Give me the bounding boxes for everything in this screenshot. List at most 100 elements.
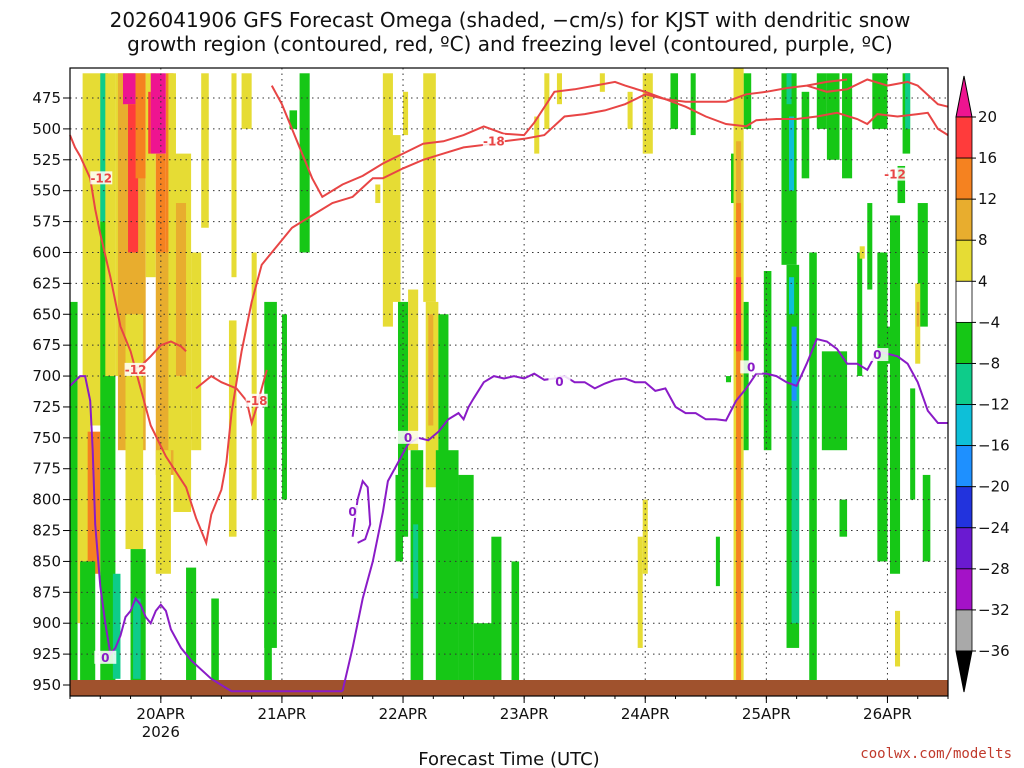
- colorbar-bin-4: [955, 239, 973, 282]
- y-tick-label-575: 575: [32, 213, 61, 231]
- omega-cell-41: [281, 314, 287, 500]
- omega-cell-8: [107, 376, 116, 696]
- y-tick-label-900: 900: [32, 614, 61, 632]
- omega-cell-85: [789, 116, 795, 191]
- omega-cell-103: [905, 73, 911, 129]
- omega-cell-2: [82, 73, 103, 426]
- omega-cell-30: [201, 73, 209, 228]
- omega-cell-98: [877, 252, 888, 562]
- freezing-contour-line-5: [351, 478, 372, 544]
- y-axis: 475 500 525 550 575 600 625 650 675 700 725 750 775 8…: [32, 89, 70, 694]
- dgz-contour-label-bg-4: [884, 167, 907, 181]
- x-tick-sublabel-0: 2026: [142, 723, 180, 741]
- omega-cell-95: [857, 252, 863, 377]
- colorbar-label-10: −24: [978, 519, 1010, 537]
- y-tick-label-525: 525: [32, 151, 61, 169]
- colorbar-label-11: −28: [978, 560, 1010, 578]
- freezing-contour-label-bg-0: [94, 650, 117, 664]
- omega-cell-38: [264, 598, 272, 692]
- colorbar-bin-1: [955, 116, 973, 159]
- colorbar-label-9: −20: [978, 478, 1010, 496]
- colorbar-label-1: 16: [978, 149, 997, 167]
- omega-cell-59: [511, 561, 520, 696]
- omega-cell-94: [842, 73, 853, 179]
- colorbar-label-0: 20: [978, 108, 997, 126]
- omega-cell-86: [789, 277, 795, 315]
- omega-cell-69: [690, 73, 696, 136]
- omega-cell-24: [155, 450, 171, 574]
- dgz-contour-label-bg-1: [124, 362, 147, 376]
- colorbar-bin-9: [955, 445, 973, 488]
- omega-cell-96: [867, 203, 873, 290]
- omega-cell-77: [736, 277, 742, 352]
- freezing-contour-label-bg-1: [397, 430, 420, 444]
- omega-cell-42: [375, 184, 381, 204]
- omega-cell-76: [736, 203, 742, 685]
- omega-cell-61: [556, 73, 562, 105]
- y-tick-label-775: 775: [32, 460, 61, 478]
- omega-cell-110: [922, 474, 931, 562]
- omega-cell-21: [150, 73, 166, 154]
- x-tick-label-4: 24APR: [621, 705, 670, 723]
- omega-cell-99: [882, 326, 890, 364]
- freezing-contour-label-3: 0: [747, 360, 755, 374]
- omega-cell-55: [435, 450, 459, 696]
- omega-cell-47: [408, 289, 419, 451]
- colorbar-label-13: −36: [978, 642, 1010, 660]
- omega-cell-31: [186, 567, 197, 692]
- freezing-level-contours: 0 0 0 0 0 0: [69, 337, 948, 693]
- omega-cell-100: [889, 215, 901, 574]
- x-axis-label: Forecast Time (UTC): [418, 749, 599, 768]
- omega-cell-15: [135, 73, 146, 179]
- omega-cell-64: [627, 91, 633, 129]
- colorbar-label-6: −8: [978, 354, 1000, 372]
- omega-cell-89: [809, 252, 817, 696]
- y-tick-label-725: 725: [32, 398, 61, 416]
- omega-cell-54: [438, 314, 449, 463]
- omega-cell-7: [105, 73, 116, 377]
- chart-title-line2: growth region (contoured, red, ºC) and f…: [127, 32, 893, 56]
- omega-cell-75: [736, 141, 742, 204]
- freezing-contour-line-0: [69, 375, 343, 693]
- omega-cell-70: [715, 536, 720, 587]
- omega-shading: [70, 68, 931, 696]
- colorbar-bin-8: [955, 404, 973, 447]
- omega-cell-92: [826, 73, 840, 160]
- freezing-contour-line-1: [341, 337, 948, 692]
- x-tick-label-0: 20APR: [136, 705, 185, 723]
- terrain-strip: [70, 680, 948, 696]
- omega-cell-34: [231, 73, 237, 278]
- x-tick-label-1: 21APR: [258, 705, 307, 723]
- x-tick-label-5: 25APR: [742, 705, 791, 723]
- omega-cell-93: [839, 499, 848, 537]
- omega-cell-80: [763, 271, 772, 451]
- freezing-contour-label-bg-2: [866, 348, 889, 362]
- y-tick-label-925: 925: [32, 645, 61, 663]
- omega-cell-91: [821, 351, 848, 451]
- omega-cell-78: [725, 376, 732, 383]
- colorbar-bin-7: [955, 363, 973, 405]
- omega-cell-105: [917, 203, 928, 327]
- omega-cell-22: [155, 153, 166, 253]
- colorbar-bin-10: [955, 486, 973, 529]
- omega-cell-50: [413, 524, 419, 599]
- dgz-contour-label-bg-0: [90, 171, 113, 185]
- omega-cell-13: [122, 73, 136, 105]
- dgz-contour-label-3: -18: [483, 134, 505, 148]
- dgz-contour-label-bg-2: [245, 393, 268, 407]
- colorbar-bin-3: [955, 198, 973, 241]
- y-tick-label-950: 950: [32, 676, 61, 694]
- dgz-contour-label-0: -12: [90, 171, 112, 185]
- omega-cell-35: [241, 73, 252, 129]
- omega-cell-20: [148, 91, 151, 154]
- omega-cell-18: [133, 598, 141, 679]
- omega-cell-58: [491, 536, 502, 685]
- y-tick-label-750: 750: [32, 429, 61, 447]
- credit-text: coolwx.com/modelts: [860, 746, 1012, 762]
- colorbar-bin-13: [955, 609, 973, 652]
- colorbar-label-5: −4: [978, 313, 1000, 331]
- chart-title-line1: 2026041906 GFS Forecast Omega (shaded, −…: [110, 8, 911, 32]
- colorbar-top-arrow: [955, 75, 973, 118]
